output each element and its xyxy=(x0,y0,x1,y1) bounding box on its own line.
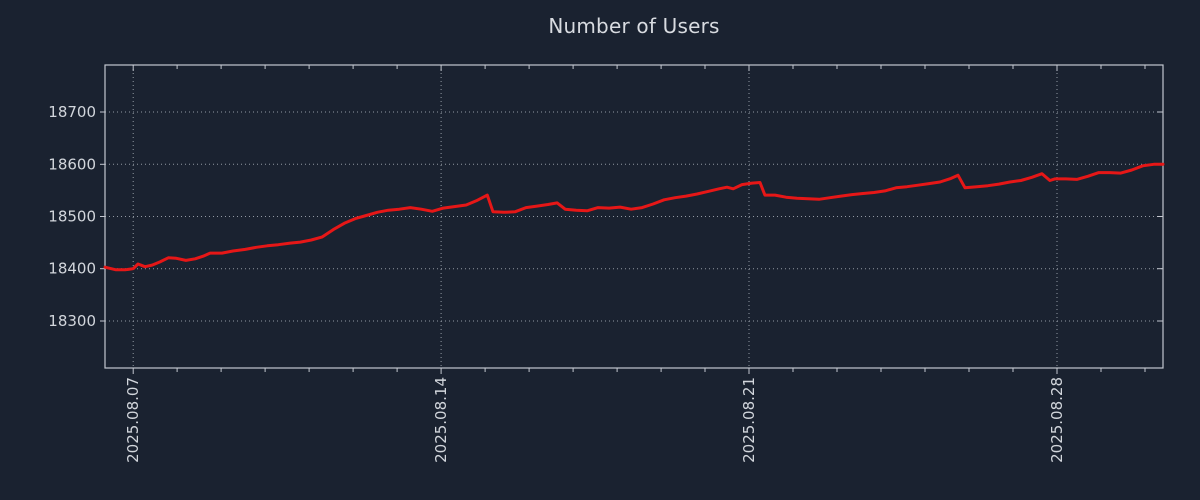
x-tick-labels: 2025.08.07 2025.08.14 2025.08.21 2025.08.28 xyxy=(124,377,1066,463)
svg-text:2025.08.07: 2025.08.07 xyxy=(124,377,142,463)
svg-text:18700: 18700 xyxy=(48,103,96,121)
grid-lines xyxy=(105,65,1163,368)
svg-text:2025.08.28: 2025.08.28 xyxy=(1048,377,1066,463)
svg-text:2025.08.14: 2025.08.14 xyxy=(432,377,450,463)
svg-text:18400: 18400 xyxy=(48,260,96,278)
svg-text:18300: 18300 xyxy=(48,312,96,330)
svg-text:18600: 18600 xyxy=(48,155,96,173)
plot-border xyxy=(104,64,1164,369)
chart-title: Number of Users xyxy=(548,14,720,38)
axis-ticks xyxy=(100,65,1163,374)
y-tick-labels: 18300 18400 18500 18600 18700 xyxy=(48,103,96,330)
svg-text:2025.08.21: 2025.08.21 xyxy=(740,377,758,463)
svg-text:18500: 18500 xyxy=(48,208,96,226)
series-line xyxy=(103,162,1165,272)
